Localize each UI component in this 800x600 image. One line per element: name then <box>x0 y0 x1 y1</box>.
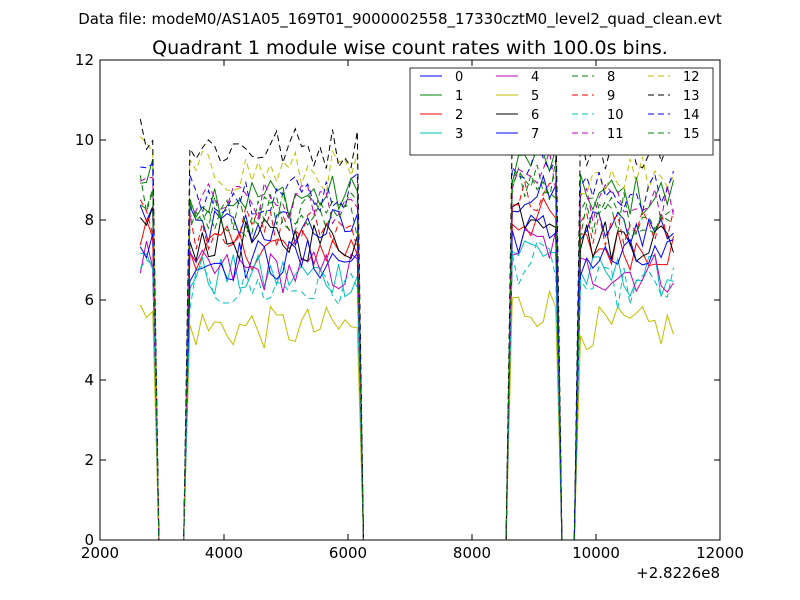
legend-label-14: 14 <box>683 108 700 123</box>
y-tick-label: 12 <box>75 51 94 69</box>
legend-label-8: 8 <box>607 70 615 85</box>
series-line-4 <box>139 228 674 541</box>
y-tick-label: 10 <box>75 131 94 149</box>
series-line-14 <box>140 137 674 541</box>
axis-ticks <box>99 59 721 541</box>
x-tick-label: 2000 <box>81 544 119 562</box>
y-tick-label: 0 <box>84 531 94 549</box>
series-line-6 <box>139 202 674 541</box>
legend-label-4: 4 <box>531 70 539 85</box>
legend-label-5: 5 <box>531 89 539 104</box>
legend-label-11: 11 <box>607 127 624 142</box>
legend-label-12: 12 <box>683 70 700 85</box>
legend-label-7: 7 <box>531 127 539 142</box>
legend-label-2: 2 <box>455 108 463 123</box>
y-tick-label: 2 <box>84 451 94 469</box>
legend-label-1: 1 <box>455 89 463 104</box>
series-line-10 <box>139 240 674 541</box>
series-line-5 <box>139 289 674 541</box>
x-tick-label: 8000 <box>453 544 491 562</box>
legend-label-9: 9 <box>607 89 615 104</box>
chart-title: Quadrant 1 module wise count rates with … <box>152 37 668 59</box>
x-tick-label: 4000 <box>205 544 243 562</box>
series-line-9 <box>139 181 674 541</box>
legend-label-6: 6 <box>531 108 539 123</box>
legend-label-0: 0 <box>455 70 463 85</box>
y-tick-label: 4 <box>84 371 94 389</box>
legend-label-10: 10 <box>607 108 624 123</box>
series-lines <box>139 95 674 541</box>
series-line-0 <box>139 174 674 541</box>
x-tick-label: 6000 <box>329 544 367 562</box>
x-tick-label: 12000 <box>696 544 744 562</box>
x-tick-label: 10000 <box>572 544 620 562</box>
y-tick-label: 6 <box>84 291 94 309</box>
series-line-11 <box>140 151 674 541</box>
y-tick-label: 8 <box>84 211 94 229</box>
series-line-12 <box>139 116 674 541</box>
series-line-15 <box>140 164 674 541</box>
legend-label-15: 15 <box>683 127 700 142</box>
series-line-13 <box>139 95 674 541</box>
legend-label-13: 13 <box>683 89 700 104</box>
legend-label-3: 3 <box>455 127 463 142</box>
x-offset-label: +2.8226e8 <box>636 564 720 582</box>
legend-box <box>409 67 714 156</box>
chart-suptitle: Data file: modeM0/AS1A05_169T01_90000025… <box>78 10 722 29</box>
series-line-2 <box>139 196 674 541</box>
